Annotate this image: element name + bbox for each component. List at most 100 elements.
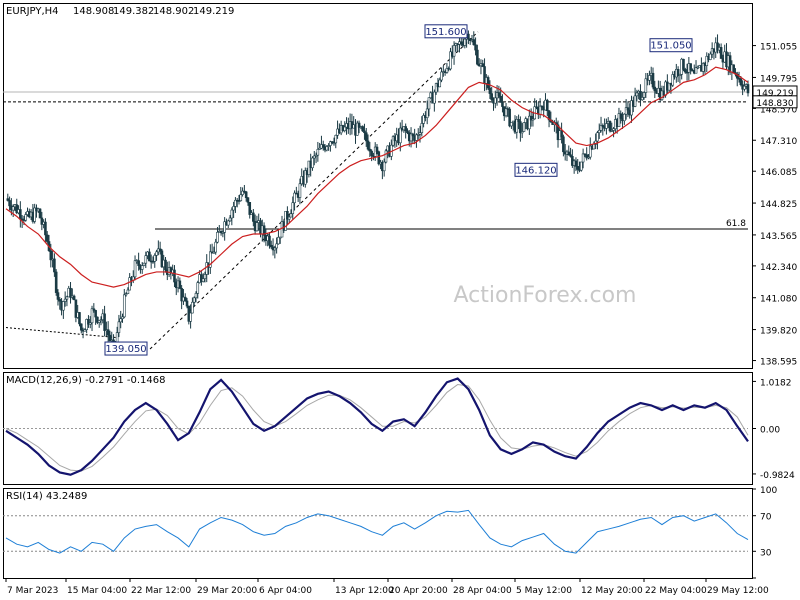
candle-body [97,320,101,323]
candle [599,116,603,133]
candle-body [201,278,205,282]
candle [425,100,429,125]
candle [144,251,148,269]
candle-body [92,308,96,311]
candle-body [248,202,252,215]
candle-body [185,300,189,307]
candle [382,158,386,177]
candle [732,64,735,74]
candle-body [651,72,655,88]
candle [440,67,443,83]
candle-body [608,121,612,132]
candle [97,320,101,328]
price-layer: 61.8 151.600 151.050 146.120 139.050 [3,24,750,356]
candle-body [617,113,621,127]
candle-body [384,150,388,163]
candle [293,190,296,211]
candle-body [626,107,630,111]
candle-body [128,277,131,291]
candle [719,43,723,59]
candle [488,80,492,99]
candle-body [404,126,407,132]
candle [608,120,612,133]
candle-body [94,310,97,318]
candle-body [508,108,511,127]
candle-body [33,207,36,222]
candle-body [232,206,235,211]
candle-body [370,150,373,156]
annotation-label: 151.050 [650,41,691,52]
candle-body [286,210,289,220]
candle [178,277,182,290]
candle-body [574,160,578,167]
candle [587,154,590,160]
candle-body [85,319,88,330]
candle [370,149,373,162]
candle-body [183,296,187,302]
candle-body [576,166,580,170]
price-annotation: 146.120 [514,162,558,177]
candle [124,292,128,297]
candle-body [329,141,332,146]
candle-body [15,204,19,214]
candle-body [683,69,687,73]
rsi-label: RSI(14) 43.2489 [6,491,87,502]
macd-axis-label: -0.9824 [760,471,795,481]
candle-body [203,274,207,279]
candle [574,157,578,172]
candle-body [569,154,572,157]
candle-body [244,191,248,199]
candle-body [343,126,347,131]
candle-body [361,126,364,132]
price-axis-label: 148.570 [760,105,797,115]
candle-body [78,312,81,325]
candle [327,143,330,151]
candle [8,196,11,211]
candle [121,313,124,323]
candle [682,58,685,72]
candle [79,323,83,334]
candle [415,133,418,148]
candle [321,140,325,151]
annotation-label: 139.050 [105,344,146,355]
candle-body [155,251,158,256]
candle-body [433,91,436,104]
candle-body [58,299,62,302]
candle [569,147,572,158]
candle [192,296,196,307]
candle-body [639,90,642,101]
candle-body [596,132,599,142]
candle-body [481,63,485,67]
candle-body [605,123,608,129]
candle-body [6,198,10,201]
candle-body [178,280,182,289]
candle-body [40,217,44,225]
candle [416,128,420,140]
candle [103,305,106,337]
candle [363,123,366,140]
candle [515,116,519,139]
candle [517,114,520,130]
candle-body [587,156,590,159]
candle [99,316,103,326]
candle [366,134,370,151]
candle-body [124,293,128,296]
candle [246,197,250,206]
candle [449,47,452,71]
candle [560,122,563,144]
candle [232,201,235,218]
fib-trendline [149,31,479,350]
candle [126,287,130,294]
price-axis-label: 142.340 [760,263,797,273]
candle [531,111,535,127]
candle-body [490,93,494,100]
candle-body [334,134,338,144]
candle-body [739,78,743,85]
candle [522,122,526,132]
candle-body [366,140,370,150]
candle [633,87,637,108]
candle [298,178,302,205]
candle-body [241,190,244,195]
candle-body [642,92,646,98]
candle-body [612,128,615,131]
